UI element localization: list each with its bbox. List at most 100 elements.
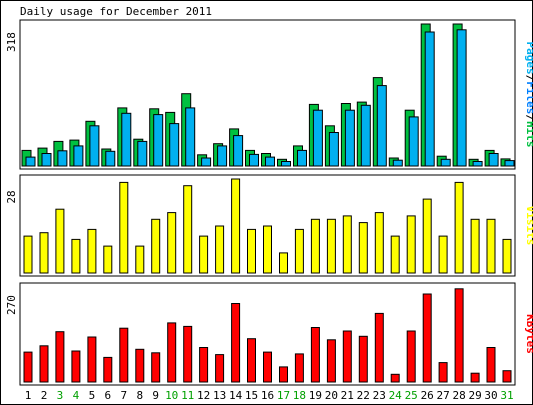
usage-files-bar <box>89 125 100 167</box>
kbytes-legend-label: KBytes <box>524 314 533 354</box>
kbytes-kbytes-bar <box>135 348 145 383</box>
kbytes-kbytes-bar <box>470 372 480 383</box>
usage-files-bar <box>201 157 212 167</box>
visits-visits-bar <box>55 208 65 274</box>
usage-files-bar <box>504 160 515 167</box>
usage-files-bar <box>281 161 291 167</box>
usage-files-bar <box>57 150 68 167</box>
kbytes-kbytes-bar <box>390 373 400 383</box>
x-tick-label: 23 <box>373 389 386 402</box>
usage-files-bar <box>73 145 84 167</box>
kbytes-kbytes-bar <box>342 330 352 383</box>
kbytes-kbytes-bar <box>39 345 49 383</box>
visits-visits-bar <box>39 232 49 274</box>
visits-visits-bar <box>470 218 480 274</box>
x-tick-label: 6 <box>104 389 111 402</box>
visits-visits-bar <box>23 235 33 274</box>
usage-files-bar <box>25 156 36 167</box>
kbytes-kbytes-bar <box>23 351 33 383</box>
usage-files-bar <box>376 85 387 167</box>
visits-visits-bar <box>103 245 113 274</box>
kbytes-kbytes-bar <box>279 366 288 383</box>
x-tick-label: 21 <box>341 389 354 402</box>
kbytes-kbytes-bar <box>486 347 496 383</box>
kbytes-kbytes-bar <box>151 352 161 383</box>
visits-visits-bar <box>167 212 177 274</box>
visits-legend-label: Visits <box>524 206 533 246</box>
usage-legend-label: Pages/Files/Hits <box>524 42 533 148</box>
visits-visits-bar <box>406 215 416 274</box>
x-axis-labels: 1 2 3 4 5 6 7 8 9 10 11 12 13 14 15 16 17 18 19 20 21 22 23 24 2… <box>25 389 514 402</box>
kbytes-kbytes-bar <box>422 293 432 383</box>
visits-visits-bar <box>502 238 512 274</box>
x-tick-label: 8 <box>136 389 143 402</box>
x-tick-label: 16 <box>261 389 274 402</box>
usage-files-bar <box>217 145 228 167</box>
visits-visits-bar <box>438 235 448 274</box>
x-tick-label: 1 <box>25 389 32 402</box>
x-tick-label: 12 <box>197 389 210 402</box>
kbytes-kbytes-bar <box>55 331 65 383</box>
x-tick-label: 9 <box>152 389 159 402</box>
kbytes-kbytes-bar <box>87 336 97 383</box>
usage-files-bar <box>41 153 52 167</box>
kbytes-legend-part: KBytes <box>524 314 533 354</box>
x-tick-label: 10 <box>165 389 178 402</box>
usage-ymax-label: 318 <box>5 32 18 52</box>
x-tick-label: 29 <box>468 389 481 402</box>
usage-files-bar <box>185 107 196 167</box>
usage-files-bar <box>121 112 132 167</box>
usage-legend-part: / <box>524 114 533 121</box>
visits-legend-part: Visits <box>524 206 533 246</box>
visits-visits-bar <box>374 212 384 274</box>
kbytes-kbytes-bar <box>71 350 81 383</box>
x-tick-label: 5 <box>89 389 96 402</box>
visits-visits-bar <box>247 228 256 274</box>
usage-files-bar <box>233 135 244 167</box>
kbytes-kbytes-bar <box>326 339 336 383</box>
usage-files-bar <box>297 149 307 167</box>
visits-visits-bar <box>390 235 400 274</box>
x-tick-label: 27 <box>436 389 449 402</box>
kbytes-kbytes-bar <box>454 288 464 383</box>
kbytes-kbytes-bar <box>215 354 225 383</box>
usage-files-bar <box>265 156 275 167</box>
visits-visits-bar <box>358 222 368 274</box>
x-tick-label: 30 <box>484 389 497 402</box>
usage-files-bar <box>392 159 403 167</box>
usage-files-bar <box>488 153 499 167</box>
kbytes-kbytes-bar <box>502 370 512 383</box>
usage-files-bar <box>424 31 435 167</box>
x-tick-label: 19 <box>309 389 322 402</box>
kbytes-kbytes-bar <box>199 347 209 383</box>
kbytes-kbytes-bar <box>406 330 416 383</box>
x-tick-label: 20 <box>325 389 338 402</box>
kbytes-kbytes-bar <box>167 322 177 383</box>
visits-panel: 28 Visits <box>5 174 533 277</box>
usage-files-bar <box>105 150 116 167</box>
usage-panel: 318 Pages/Files/Hits <box>5 19 533 170</box>
kbytes-kbytes-bar <box>231 303 241 383</box>
usage-files-bar <box>360 104 371 167</box>
visits-visits-bar <box>87 228 97 274</box>
visits-visits-bar <box>151 218 161 274</box>
x-tick-label: 22 <box>357 389 370 402</box>
x-tick-label: 14 <box>229 389 243 402</box>
usage-files-bar <box>472 161 483 167</box>
visits-visits-bar <box>119 181 129 274</box>
visits-visits-bar <box>199 235 209 274</box>
x-tick-label: 26 <box>421 389 434 402</box>
usage-files-bar <box>169 123 180 167</box>
x-tick-label: 4 <box>73 389 80 402</box>
visits-visits-bar <box>454 181 464 274</box>
usage-files-bar <box>440 158 451 167</box>
usage-legend-part: Hits <box>524 121 533 148</box>
visits-visits-bar <box>215 225 225 274</box>
x-tick-label: 3 <box>57 389 64 402</box>
usage-files-bar <box>137 140 148 167</box>
visits-visits-bar <box>486 218 496 274</box>
kbytes-kbytes-bar <box>119 327 129 383</box>
visits-visits-bar <box>279 252 288 274</box>
